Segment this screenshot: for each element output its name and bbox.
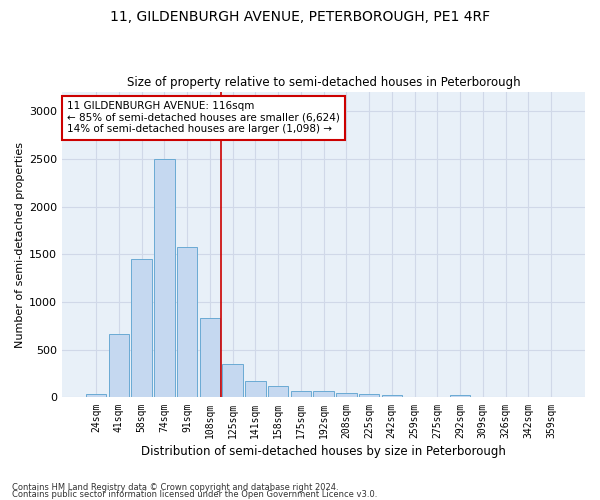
Bar [450, 395, 470, 398]
Bar [245, 380, 266, 398]
Bar [86, 394, 106, 398]
Bar [200, 318, 220, 398]
Text: Contains HM Land Registry data © Crown copyright and database right 2024.: Contains HM Land Registry data © Crown c… [12, 484, 338, 492]
Text: Contains public sector information licensed under the Open Government Licence v3: Contains public sector information licen… [12, 490, 377, 499]
Text: 11 GILDENBURGH AVENUE: 116sqm
← 85% of semi-detached houses are smaller (6,624)
: 11 GILDENBURGH AVENUE: 116sqm ← 85% of s… [67, 101, 340, 134]
Y-axis label: Number of semi-detached properties: Number of semi-detached properties [15, 142, 25, 348]
Bar [109, 334, 129, 398]
Bar [154, 159, 175, 398]
Bar [268, 386, 289, 398]
Bar [290, 391, 311, 398]
Bar [177, 246, 197, 398]
Bar [131, 259, 152, 398]
Bar [382, 395, 402, 398]
Bar [359, 394, 379, 398]
X-axis label: Distribution of semi-detached houses by size in Peterborough: Distribution of semi-detached houses by … [141, 444, 506, 458]
Bar [313, 391, 334, 398]
Text: 11, GILDENBURGH AVENUE, PETERBOROUGH, PE1 4RF: 11, GILDENBURGH AVENUE, PETERBOROUGH, PE… [110, 10, 490, 24]
Bar [336, 393, 356, 398]
Bar [223, 364, 243, 398]
Title: Size of property relative to semi-detached houses in Peterborough: Size of property relative to semi-detach… [127, 76, 520, 90]
